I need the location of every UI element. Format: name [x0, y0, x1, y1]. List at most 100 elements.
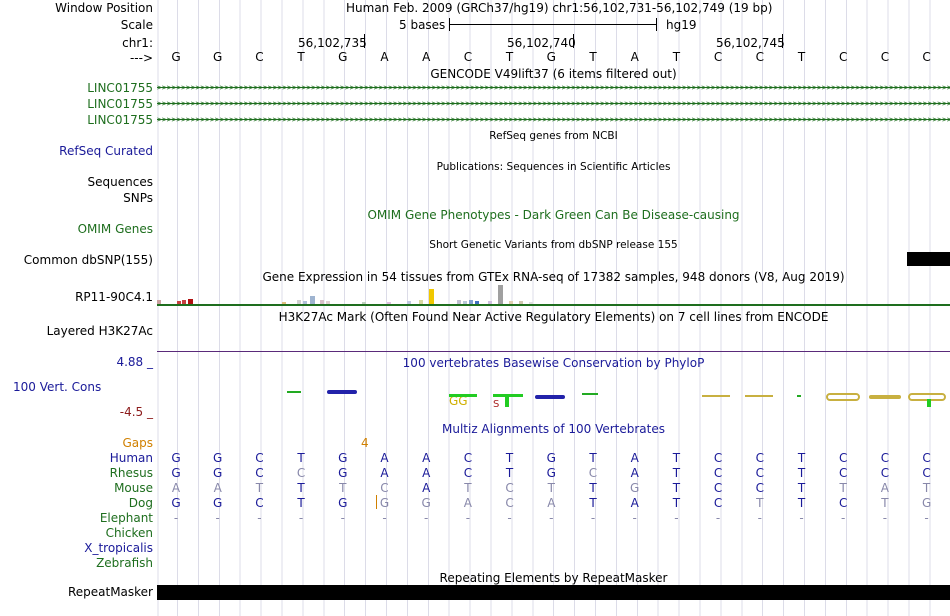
snps-label[interactable]: SNPs	[123, 191, 153, 205]
sequences-label[interactable]: Sequences	[87, 175, 153, 189]
alignment-base: -	[424, 511, 429, 525]
conservation-min-value: -4.5 _	[119, 405, 153, 419]
dbsnp-variant-feature[interactable]	[907, 252, 950, 266]
species-label[interactable]: Elephant	[99, 511, 153, 525]
dbsnp-track-title[interactable]: Short Genetic Variants from dbSNP releas…	[429, 239, 678, 251]
h3k27ac-track-title[interactable]: H3K27Ac Mark (Often Found Near Active Re…	[278, 310, 829, 324]
alignment-base: T	[297, 496, 305, 510]
repeatmasker-feature[interactable]	[157, 585, 950, 600]
repeatmasker-label[interactable]: RepeatMasker	[67, 585, 153, 599]
alignment-base: A	[630, 466, 639, 480]
alignment-base: C	[713, 451, 723, 465]
alignment-base: G	[171, 496, 181, 510]
alignment-base: -	[298, 511, 304, 525]
alignment-base: T	[797, 481, 806, 495]
alignment-base: A	[213, 481, 222, 495]
scale-bar-right-tick	[656, 18, 657, 31]
omim-track-title[interactable]: OMIM Gene Phenotypes - Dark Green Can Be…	[367, 208, 740, 222]
alignment-base: T	[255, 481, 264, 495]
position-tick-label: 56,102,745	[716, 36, 785, 50]
conservation-label[interactable]: 100 Vert. Cons	[13, 380, 102, 394]
scale-text: 5 bases	[399, 18, 446, 32]
alignment-base: T	[339, 481, 347, 495]
base-letter: G	[546, 50, 556, 64]
omim-label[interactable]: OMIM Genes	[77, 222, 153, 236]
alignment-base: C	[922, 451, 931, 465]
alignment-base: C	[838, 451, 848, 465]
species-label[interactable]: Chicken	[105, 526, 153, 540]
dbsnp-label[interactable]: Common dbSNP(155)	[23, 253, 153, 267]
alignment-base: A	[171, 481, 181, 495]
alignment-base: G	[546, 466, 556, 480]
gencode-track-title[interactable]: GENCODE V49lift37 (6 items filtered out)	[430, 67, 677, 81]
species-label[interactable]: Zebrafish	[96, 556, 153, 570]
gencode-gene-line[interactable]: >>>>>>>>>>>>>>>>>>>>>>>>>>>>>>>>>>>>>>>>…	[157, 100, 950, 108]
base-letter: C	[713, 50, 723, 64]
refseq-track-title[interactable]: RefSeq genes from NCBI	[489, 130, 618, 142]
base-letter: C	[255, 50, 264, 64]
alignment-base: C	[255, 466, 264, 480]
position-tick	[573, 34, 574, 48]
alignment-base: -	[173, 511, 179, 525]
alignment-base: -	[757, 511, 762, 525]
alignment-base: T	[297, 451, 305, 465]
alignment-base: G	[338, 496, 348, 510]
alignment-base: T	[797, 466, 806, 480]
gencode-item-label[interactable]: LINC01755	[87, 81, 153, 95]
alignment-base: A	[380, 451, 389, 465]
base-letter: A	[630, 50, 639, 64]
gtex-expression-bars[interactable]	[157, 282, 950, 306]
alignment-base: C	[255, 451, 264, 465]
svg-text:GG: GG	[449, 394, 468, 408]
svg-text:S: S	[493, 399, 499, 410]
window-position-text[interactable]: Human Feb. 2009 (GRCh37/hg19) chr1:56,10…	[346, 1, 773, 15]
gaps-label[interactable]: Gaps	[122, 436, 153, 450]
conservation-track-title[interactable]: 100 vertebrates Basewise Conservation by…	[402, 356, 705, 370]
alignment-base: T	[672, 466, 681, 480]
species-label[interactable]: Rhesus	[109, 466, 153, 480]
multiz-track-title[interactable]: Multiz Alignments of 100 Vertebrates	[441, 422, 666, 436]
alignment-base: A	[630, 496, 639, 510]
alignment-base: C	[588, 466, 598, 480]
alignment-base: A	[422, 481, 431, 495]
alignment-base: A	[422, 451, 431, 465]
alignment-base: G	[338, 466, 348, 480]
alignment-base: T	[297, 481, 305, 495]
alignment-base: T	[589, 496, 597, 510]
alignment-base: -	[632, 511, 637, 525]
alignment-base: G	[421, 496, 431, 510]
publications-track-title[interactable]: Publications: Sequences in Scientific Ar…	[436, 161, 671, 173]
repeatmasker-track-title[interactable]: Repeating Elements by RepeatMasker	[439, 571, 668, 585]
gtex-track-title[interactable]: Gene Expression in 54 tissues from GTEx …	[262, 270, 845, 284]
base-letter: T	[505, 50, 514, 64]
alignment-base: T	[922, 481, 931, 495]
position-tick	[364, 34, 365, 48]
alignment-base: T	[589, 481, 597, 495]
conservation-glyphs[interactable]: GG S	[157, 385, 950, 413]
alignment-base: -	[507, 511, 512, 525]
base-letter: G	[213, 50, 223, 64]
alignment-base: T	[672, 496, 681, 510]
gencode-item-label[interactable]: LINC01755	[87, 97, 153, 111]
alignment-base: C	[255, 496, 264, 510]
alignment-base: T	[505, 466, 514, 480]
alignment-base: T	[505, 451, 514, 465]
alignment-base: T	[672, 481, 681, 495]
gencode-item-label[interactable]: LINC01755	[87, 113, 153, 127]
base-letter: T	[797, 50, 806, 64]
alignment-base: -	[924, 511, 929, 525]
species-label[interactable]: X_tropicalis	[84, 541, 153, 555]
gtex-label[interactable]: RP11-90C4.1	[75, 290, 153, 304]
refseq-label[interactable]: RefSeq Curated	[59, 144, 153, 158]
alignment-base: C	[463, 466, 473, 480]
h3k27ac-label[interactable]: Layered H3K27Ac	[46, 324, 153, 338]
gencode-gene-line[interactable]: >>>>>>>>>>>>>>>>>>>>>>>>>>>>>>>>>>>>>>>>…	[157, 84, 950, 92]
gencode-gene-line[interactable]: >>>>>>>>>>>>>>>>>>>>>>>>>>>>>>>>>>>>>>>>…	[157, 116, 950, 124]
alignment-base: G	[338, 451, 348, 465]
species-label[interactable]: Human	[109, 451, 153, 465]
species-label[interactable]: Dog	[128, 496, 153, 510]
species-label[interactable]: Mouse	[114, 481, 153, 495]
alignment-base: C	[296, 466, 306, 480]
scale-bar-left-tick	[449, 18, 450, 31]
